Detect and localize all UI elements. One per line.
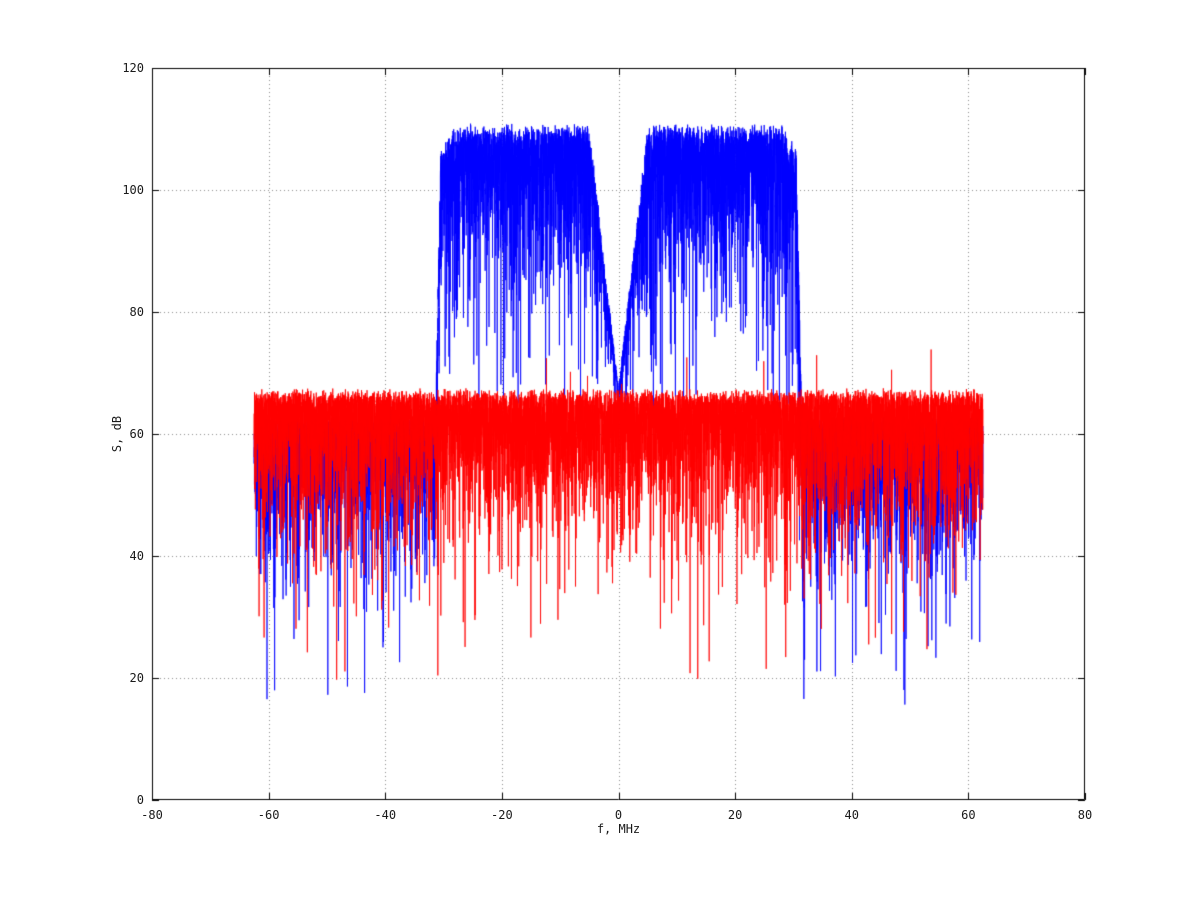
y-tick-label: 0 bbox=[136, 793, 144, 807]
y-tick-label: 60 bbox=[129, 427, 144, 441]
x-axis-label: f, MHz bbox=[596, 822, 641, 836]
y-tick-label: 100 bbox=[122, 183, 144, 197]
x-tick-label: 80 bbox=[1077, 808, 1093, 822]
y-tick-label: 120 bbox=[122, 61, 144, 75]
y-tick-label: 40 bbox=[129, 549, 144, 563]
x-tick-label: 0 bbox=[614, 808, 623, 822]
x-tick-label: 60 bbox=[961, 808, 976, 822]
y-tick-label: 20 bbox=[129, 671, 144, 685]
y-tick-label: 80 bbox=[129, 305, 144, 319]
x-tick-label: -40 bbox=[374, 808, 397, 822]
x-tick-label: 20 bbox=[727, 808, 743, 822]
x-tick-label: -60 bbox=[257, 808, 280, 822]
x-tick-label: -20 bbox=[491, 808, 513, 822]
x-tick-label: -80 bbox=[141, 808, 163, 822]
x-tick-label: 40 bbox=[844, 808, 859, 822]
